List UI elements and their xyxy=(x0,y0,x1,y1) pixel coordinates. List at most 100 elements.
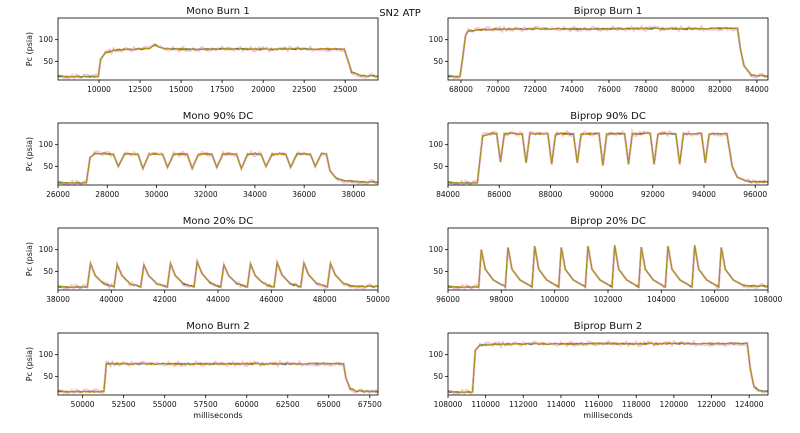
y-axis-label: Pc (psia) xyxy=(25,137,34,171)
subplot-4: Biprop 90% DC 84000 86000 88000 90000 92000 94… xyxy=(429,111,769,199)
series-line-c xyxy=(57,260,379,289)
x-tick-label: 28000 xyxy=(95,190,119,199)
x-tick-label: 68000 xyxy=(449,85,473,94)
y-tick-label: 50 xyxy=(43,162,53,171)
y-tick-label: 50 xyxy=(43,372,53,381)
x-tick-label: 82000 xyxy=(708,85,732,94)
x-tick-label: 42000 xyxy=(153,295,177,304)
x-tick-label: 106000 xyxy=(700,295,729,304)
x-tick-label: 108000 xyxy=(434,400,463,409)
x-tick-label: 90000 xyxy=(590,190,614,199)
x-tick-label: 10000 xyxy=(87,85,111,94)
axes-frame xyxy=(57,17,379,81)
series-line-b xyxy=(447,26,769,79)
x-tick-label: 122000 xyxy=(697,400,726,409)
x-tick-label: 94000 xyxy=(692,190,716,199)
series-band xyxy=(447,24,769,80)
x-axis-label: milliseconds xyxy=(583,411,632,420)
subplot-3: Mono 90% DC 26000 28000 30000 32000 34000 3600… xyxy=(25,111,379,199)
subplot-1: Mono Burn 1 10000 12500 15000 17500 20000 2250… xyxy=(25,6,379,94)
x-tick-label: 118000 xyxy=(622,400,651,409)
x-tick-label: 108000 xyxy=(754,295,783,304)
subplot-7: Mono Burn 2 50000 52500 55000 57500 60000 6250… xyxy=(25,321,382,420)
y-tick-label: 100 xyxy=(39,245,54,254)
y-axis-label: Pc (psia) xyxy=(25,32,34,66)
y-tick-label: 50 xyxy=(43,267,53,276)
x-tick-label: 60000 xyxy=(235,400,259,409)
subplot-title: Mono Burn 1 xyxy=(186,6,249,17)
x-tick-label: 86000 xyxy=(487,190,511,199)
x-tick-label: 46000 xyxy=(259,295,283,304)
series-line-c xyxy=(57,362,379,393)
figure-suptitle: SN2 ATP xyxy=(379,8,421,19)
y-axis-label: Pc (psia) xyxy=(25,347,34,381)
y-tick-label: 100 xyxy=(39,350,54,359)
subplot-2: Biprop Burn 1 68000 70000 72000 74000 76000 78… xyxy=(429,6,769,94)
y-axis-label: Pc (psia) xyxy=(25,242,34,276)
x-tick-label: 32000 xyxy=(194,190,218,199)
subplot-title: Biprop Burn 1 xyxy=(574,6,643,17)
axes-frame xyxy=(447,122,769,186)
series-line-c xyxy=(447,132,769,184)
series-line-a xyxy=(447,132,769,184)
axes-frame xyxy=(447,17,769,81)
x-tick-label: 100000 xyxy=(540,295,569,304)
x-tick-label: 112000 xyxy=(509,400,538,409)
y-tick-label: 100 xyxy=(39,35,54,44)
x-tick-label: 120000 xyxy=(660,400,689,409)
series-band xyxy=(57,149,379,187)
x-tick-label: 20000 xyxy=(251,85,275,94)
y-tick-label: 50 xyxy=(433,57,443,66)
x-tick-label: 88000 xyxy=(538,190,562,199)
series-line-c xyxy=(447,27,769,78)
x-tick-label: 114000 xyxy=(547,400,576,409)
subplot-5: Mono 20% DC 38000 40000 42000 44000 46000 4800… xyxy=(25,216,390,304)
x-tick-label: 50000 xyxy=(71,400,95,409)
x-tick-label: 26000 xyxy=(46,190,70,199)
x-tick-label: 72000 xyxy=(523,85,547,94)
series-line-b xyxy=(447,131,769,185)
x-tick-label: 55000 xyxy=(153,400,177,409)
y-tick-label: 100 xyxy=(39,140,54,149)
x-tick-label: 70000 xyxy=(486,85,510,94)
x-tick-label: 15000 xyxy=(169,85,193,94)
series-line-c xyxy=(447,245,769,289)
x-tick-label: 74000 xyxy=(560,85,584,94)
y-tick-label: 100 xyxy=(429,35,444,44)
y-tick-label: 50 xyxy=(433,162,443,171)
x-tick-label: 110000 xyxy=(471,400,500,409)
x-tick-label: 98000 xyxy=(489,295,513,304)
x-tick-label: 84000 xyxy=(745,85,769,94)
subplot-title: Biprop 20% DC xyxy=(570,216,646,227)
x-tick-label: 52500 xyxy=(112,400,136,409)
x-tick-label: 96000 xyxy=(743,190,767,199)
x-tick-label: 34000 xyxy=(243,190,267,199)
x-tick-label: 44000 xyxy=(206,295,230,304)
axes-frame xyxy=(57,332,379,396)
axes-frame xyxy=(57,122,379,186)
x-tick-label: 65000 xyxy=(317,400,341,409)
series-line-b xyxy=(447,341,768,394)
x-tick-label: 38000 xyxy=(46,295,70,304)
x-tick-label: 116000 xyxy=(584,400,613,409)
x-tick-label: 80000 xyxy=(671,85,695,94)
x-tick-label: 92000 xyxy=(641,190,665,199)
x-tick-label: 84000 xyxy=(436,190,460,199)
series-line-a xyxy=(447,342,769,393)
axes-frame xyxy=(447,332,769,396)
x-tick-label: 25000 xyxy=(333,85,357,94)
series-band xyxy=(447,339,769,396)
x-tick-label: 30000 xyxy=(145,190,169,199)
x-tick-label: 48000 xyxy=(313,295,337,304)
x-tick-label: 124000 xyxy=(735,400,764,409)
axes-frame xyxy=(57,227,379,291)
subplot-title: Mono 90% DC xyxy=(183,111,253,122)
series-line-c xyxy=(447,342,769,394)
x-tick-label: 12500 xyxy=(128,85,152,94)
subplot-title: Mono 20% DC xyxy=(183,216,253,227)
subplot-title: Biprop 90% DC xyxy=(570,111,646,122)
series-line-a xyxy=(447,27,769,78)
x-tick-label: 102000 xyxy=(594,295,623,304)
x-tick-label: 67500 xyxy=(358,400,382,409)
